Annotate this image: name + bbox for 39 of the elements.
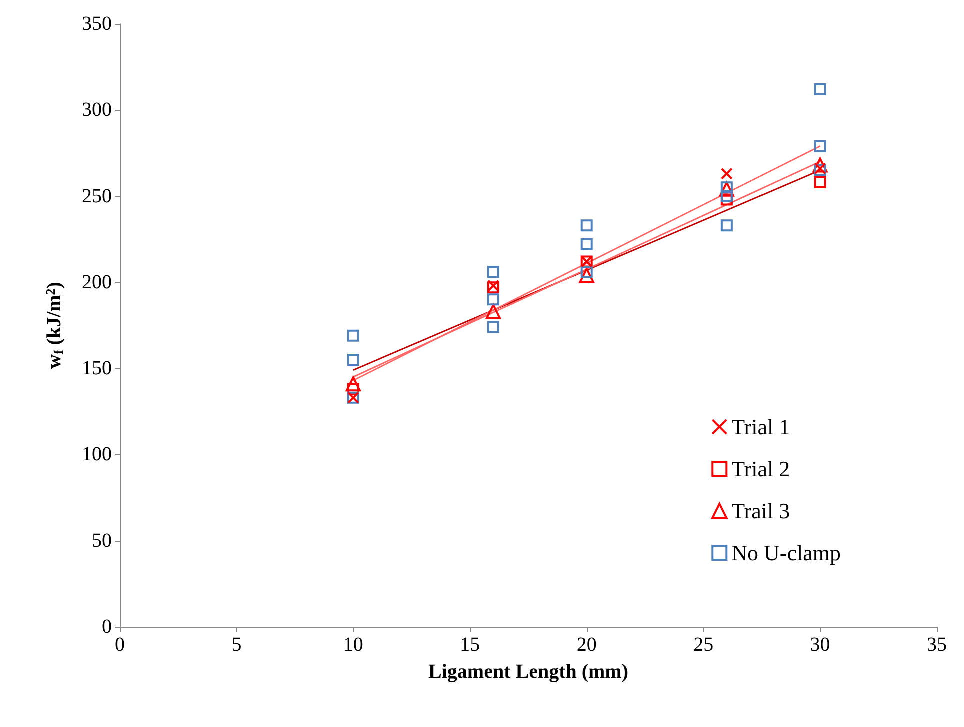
point	[487, 266, 500, 278]
x-axis-title: Ligament Length (mm)	[428, 661, 628, 683]
point	[347, 354, 360, 366]
point	[580, 238, 593, 251]
y-tick-label: 50	[92, 530, 112, 552]
point	[814, 83, 826, 96]
y-tick-label: 200	[82, 271, 112, 294]
point	[720, 220, 733, 232]
point	[580, 220, 593, 232]
point	[579, 268, 594, 284]
y-tick-label: 300	[82, 99, 112, 122]
point	[814, 176, 826, 189]
legend-label: Trail 3	[732, 498, 790, 524]
x-tick-label: 20	[576, 634, 597, 656]
x-tick-label: 25	[694, 634, 714, 656]
y-tick-label: 350	[82, 13, 112, 35]
point	[487, 294, 500, 306]
point	[814, 140, 826, 152]
x-tick-label: 5	[232, 634, 242, 656]
x-tick-label: 35	[927, 634, 947, 656]
y-tick-label: 250	[82, 185, 112, 208]
legend-label: Trial 1	[732, 414, 790, 440]
legend-label: No U-clamp	[732, 540, 842, 566]
point	[720, 190, 733, 202]
y-tick-label: 150	[82, 358, 112, 380]
y-tick-label: 0	[102, 616, 112, 638]
point	[812, 158, 828, 173]
y-tick-label: 100	[82, 444, 112, 466]
point	[720, 168, 733, 180]
point	[346, 376, 361, 392]
point	[719, 182, 734, 197]
x-tick-label: 10	[343, 634, 364, 656]
point	[347, 330, 360, 342]
legend-label: Trial 2	[732, 456, 790, 482]
point	[487, 321, 500, 334]
x-tick-label: 15	[460, 634, 480, 656]
x-tick-label: 30	[810, 634, 830, 656]
y-axis-title: wf (kJ/m2)	[43, 282, 66, 369]
point	[486, 304, 501, 320]
